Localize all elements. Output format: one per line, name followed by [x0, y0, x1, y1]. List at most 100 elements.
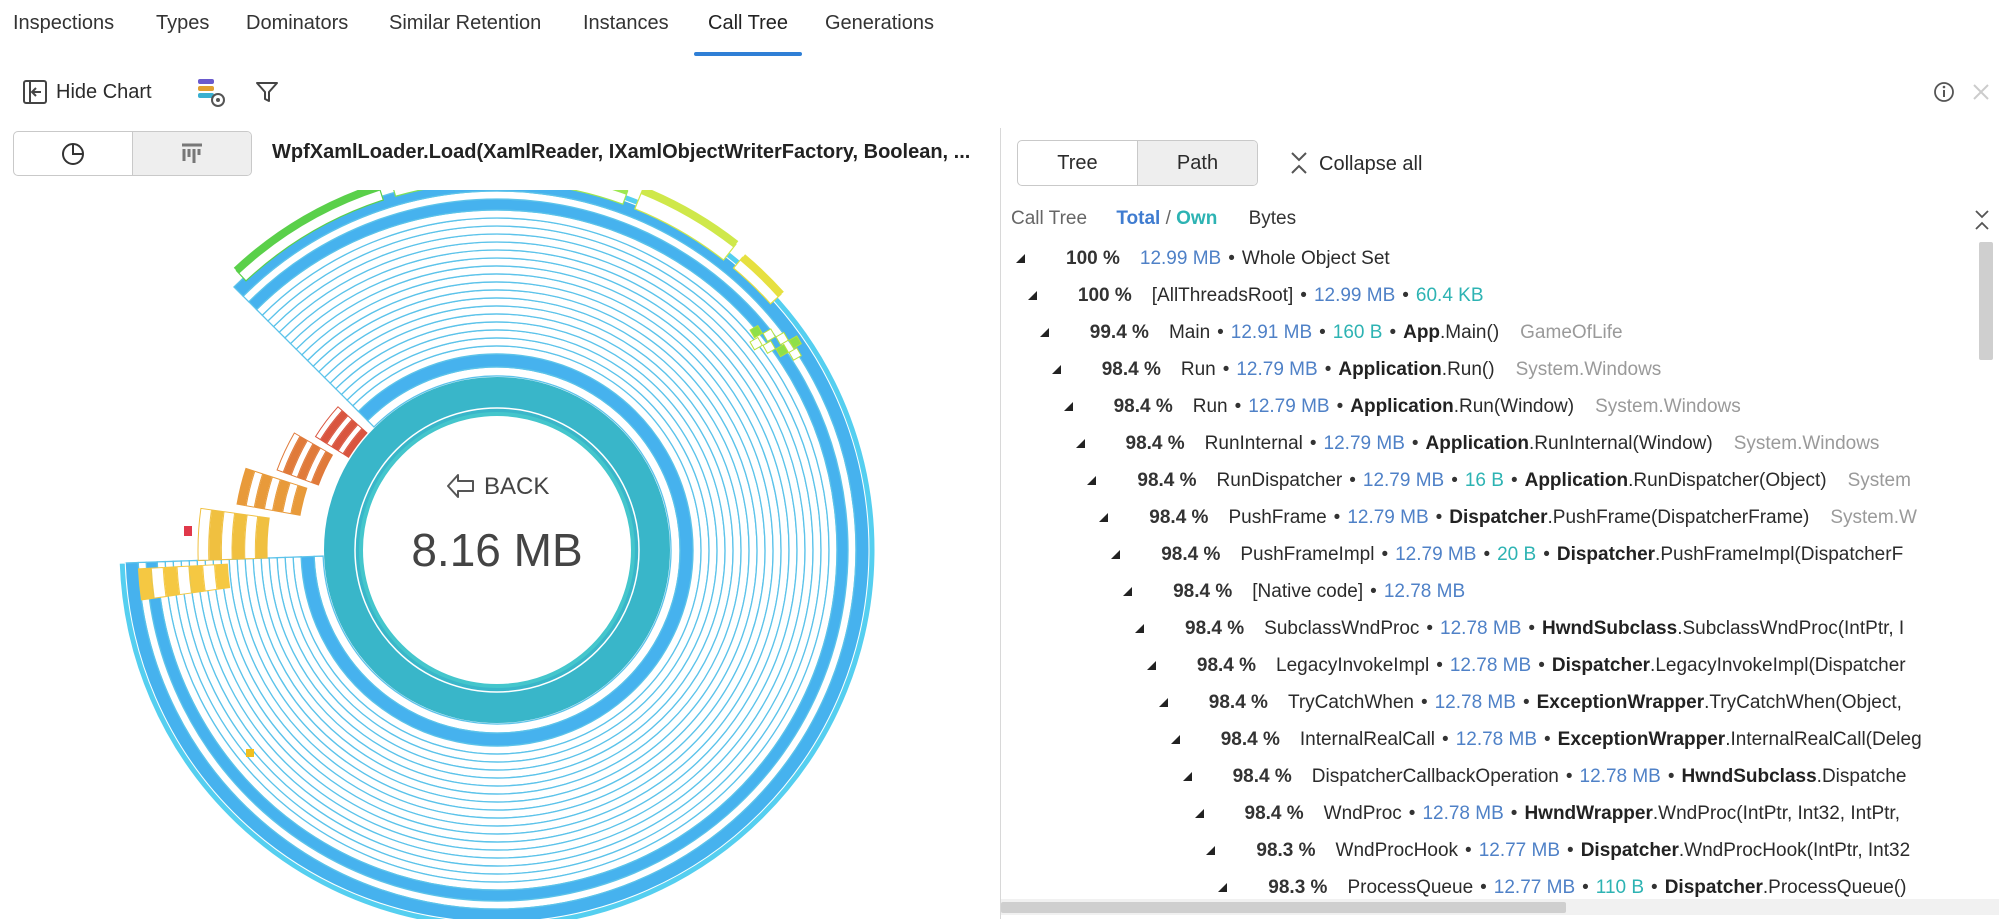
tree-row[interactable]: 98.4 % Run • 12.79 MB • Application .Run() Syst…	[1051, 355, 1669, 385]
expand-toggle[interactable]	[1134, 623, 1146, 635]
back-icon[interactable]	[446, 472, 476, 500]
icicle-mode[interactable]	[132, 132, 251, 175]
separator: •	[1480, 877, 1487, 898]
expand-toggle[interactable]	[1051, 364, 1063, 376]
expand-toggle[interactable]	[1027, 290, 1039, 302]
tree-row[interactable]: 98.4 % Run • 12.79 MB • Application .Run(Windo…	[1063, 392, 1748, 422]
tree-row[interactable]: 100 % 12.99 MB • Whole Object Set	[1015, 244, 1397, 274]
collapse-all-button[interactable]: Collapse all	[1319, 153, 1423, 175]
expand-toggle[interactable]	[1146, 660, 1158, 672]
expand-toggle[interactable]	[1110, 549, 1122, 561]
left-fragment	[320, 410, 348, 444]
left-fragment	[276, 432, 301, 473]
tree-row[interactable]: 98.4 % WndProc • 12.78 MB • HwndWrapper .WndPr…	[1194, 799, 1907, 829]
tree-row[interactable]: 98.4 % TryCatchWhen • 12.78 MB • ExceptionWra…	[1158, 688, 1909, 718]
header-label: Call Tree	[1011, 208, 1088, 229]
namespace: System.Windows	[1515, 359, 1662, 380]
node-name: TryCatchWhen	[1287, 692, 1414, 713]
info-icon[interactable]	[1933, 81, 1955, 103]
separator: •	[1370, 581, 1377, 602]
expand-toggle[interactable]	[1182, 771, 1194, 783]
tree-row[interactable]: 98.4 % RunDispatcher • 12.79 MB • 16 B • Applic…	[1086, 466, 1918, 496]
tab[interactable]: Types	[156, 12, 210, 34]
node-name: LegacyInvokeImpl	[1276, 655, 1430, 676]
header-unit[interactable]: Bytes	[1248, 208, 1297, 229]
expand-toggle[interactable]	[1217, 882, 1229, 894]
tree-row[interactable]: 98.4 % InternalRealCall • 12.78 MB • Exceptio…	[1170, 725, 1929, 755]
class-name: Application	[1425, 433, 1529, 454]
tree-row[interactable]: 99.4 % Main • 12.91 MB • 160 B • App .Main() Game…	[1039, 318, 1630, 348]
tree-row[interactable]: 98.4 % PushFrame • 12.79 MB • Dispatcher .Push…	[1098, 503, 1924, 533]
active-tab-indicator	[694, 52, 802, 56]
left-fragment	[197, 507, 213, 561]
header-total[interactable]: Total	[1116, 208, 1161, 229]
expand-toggle[interactable]	[1205, 845, 1217, 857]
total-size: 12.79 MB	[1395, 544, 1477, 565]
percent: 98.4 %	[1196, 655, 1257, 676]
expand-toggle[interactable]	[1075, 438, 1087, 450]
total-size: 12.78 MB	[1434, 692, 1516, 713]
vertical-scrollbar[interactable]	[1979, 242, 1993, 360]
tree-row[interactable]: 98.4 % [Native code] • 12.78 MB	[1122, 577, 1472, 607]
separator: •	[1426, 618, 1434, 639]
header-own[interactable]: Own	[1176, 208, 1218, 229]
tree-row[interactable]: 100 % [AllThreadsRoot] • 12.99 MB • 60.4 KB	[1027, 281, 1491, 311]
back-button[interactable]: BACK	[484, 473, 550, 500]
expand-toggle[interactable]	[1122, 586, 1134, 598]
tab[interactable]: Dominators	[246, 12, 349, 34]
hide-chart-button[interactable]: Hide Chart	[56, 81, 152, 103]
tree-row[interactable]: 98.3 % ProcessQueue • 12.77 MB • 110 B • Dispat…	[1217, 873, 1913, 898]
expand-toggle[interactable]	[1015, 253, 1027, 265]
tree-row[interactable]: 98.4 % PushFrameImpl • 12.79 MB • 20 B • Dispat…	[1110, 540, 1910, 570]
tab[interactable]: Inspections	[13, 12, 115, 34]
expand-toggle[interactable]	[1063, 401, 1075, 413]
tree-row[interactable]: 98.3 % WndProcHook • 12.77 MB • Dispatcher .Wn…	[1205, 836, 1917, 866]
expand-toggle[interactable]	[1039, 327, 1051, 339]
expand-toggle[interactable]	[1158, 697, 1170, 709]
tab[interactable]: Similar Retention	[389, 12, 542, 34]
total-size: 12.77 MB	[1478, 840, 1561, 861]
node-name: Run	[1192, 396, 1228, 417]
method-name: .SubclassWndProc(IntPtr, I	[1677, 618, 1905, 639]
total-size: 12.79 MB	[1347, 507, 1429, 528]
filter-assemblies-icon[interactable]	[194, 76, 226, 108]
left-fragment	[150, 566, 167, 599]
expand-toggle[interactable]	[1086, 475, 1098, 487]
hide-chart-icon[interactable]	[22, 79, 50, 105]
separator: •	[1567, 840, 1574, 861]
small-fragment	[788, 335, 802, 349]
mode-button[interactable]: Tree	[1057, 151, 1098, 174]
percent: 98.4 %	[1149, 507, 1209, 528]
own-size: 16 B	[1464, 470, 1504, 491]
tree-row[interactable]: 98.4 % RunInternal • 12.79 MB • Application .R…	[1075, 429, 1887, 459]
sunburst-chart[interactable]	[0, 190, 1000, 919]
close-icon[interactable]	[1972, 83, 1990, 101]
expand-toggle[interactable]	[1194, 808, 1206, 820]
small-fragment	[749, 324, 763, 339]
node-name: RunInternal	[1204, 433, 1303, 454]
method-name: .Run()	[1441, 359, 1495, 380]
collapse-icon[interactable]	[1288, 150, 1310, 176]
expand-toggle[interactable]	[1098, 512, 1110, 524]
tab[interactable]: Instances	[583, 12, 669, 34]
sunburst-mode[interactable]	[14, 132, 132, 175]
class-name: Dispatcher	[1580, 840, 1679, 861]
separator: •	[1510, 470, 1518, 491]
expand-toggle[interactable]	[1170, 734, 1182, 746]
tree-row[interactable]: 98.4 % SubclassWndProc • 12.78 MB • HwndSubcl…	[1134, 614, 1911, 644]
collapse-header-icon[interactable]	[1973, 209, 1991, 231]
outer-fragment	[570, 190, 629, 205]
mode-button[interactable]: Path	[1137, 141, 1257, 185]
ring-segment	[118, 190, 876, 919]
filter-icon[interactable]	[255, 80, 279, 104]
tree-row[interactable]: 98.4 % LegacyInvokeImpl • 12.78 MB • Dispatch…	[1146, 651, 1913, 681]
separator: •	[1435, 507, 1443, 528]
node-name: [AllThreadsRoot]	[1151, 285, 1294, 306]
small-fragment	[775, 331, 789, 346]
separator: •	[1451, 470, 1458, 491]
tab[interactable]: Generations	[825, 12, 934, 34]
tab[interactable]: Call Tree	[708, 12, 789, 34]
horizontal-scrollbar[interactable]	[1001, 902, 1566, 913]
tree-row[interactable]: 98.4 % DispatcherCallbackOperation • 12.78 …	[1182, 762, 1914, 792]
separator: •	[1510, 803, 1518, 824]
